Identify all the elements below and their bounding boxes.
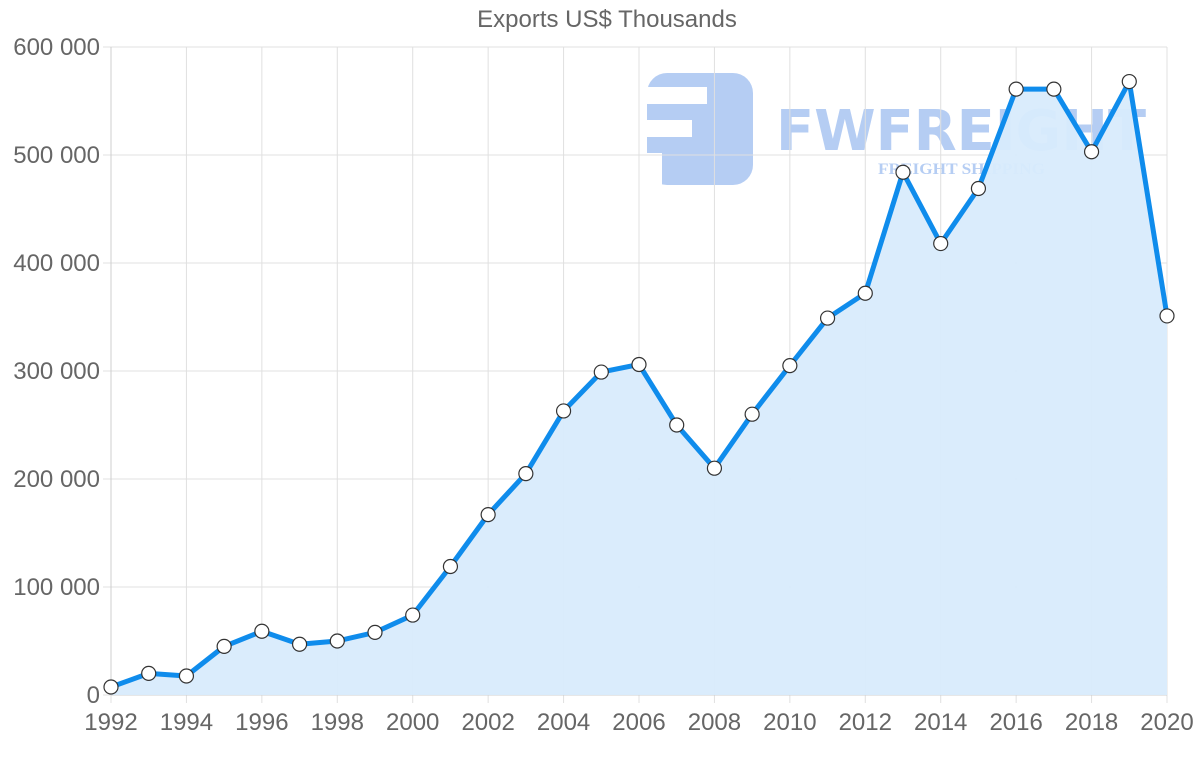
- data-point: [631, 356, 647, 373]
- data-point: [1083, 144, 1100, 160]
- x-tick-label: 2014: [914, 709, 967, 736]
- x-axis: 1992 1994 1996 1998 2000 2002 2004 2006 2008 2010…: [84, 709, 1193, 736]
- y-tick-label: 0: [87, 682, 100, 709]
- fwfreight-logo-icon: [647, 73, 753, 185]
- data-point: [819, 310, 836, 326]
- data-point: [367, 624, 383, 640]
- x-tick-label: 2008: [688, 709, 741, 736]
- y-tick-label: 200 000: [13, 466, 100, 493]
- data-point: [933, 235, 949, 252]
- data-point: [1046, 81, 1062, 97]
- x-tick-label: 2006: [612, 709, 665, 736]
- y-tick-label: 500 000: [13, 142, 100, 169]
- data-point: [555, 403, 572, 419]
- data-point: [141, 665, 157, 682]
- data-point: [782, 358, 798, 374]
- data-point: [518, 466, 534, 482]
- chart-title: Exports US$ Thousands: [477, 6, 737, 33]
- data-point: [744, 406, 760, 422]
- data-point: [442, 558, 459, 575]
- data-points: [103, 73, 1175, 695]
- data-point: [895, 164, 911, 180]
- area-fill: [111, 81, 1167, 696]
- x-tick-label: 2012: [839, 709, 892, 736]
- x-tick-label: 2020: [1140, 709, 1193, 736]
- x-tick-label: 2016: [989, 709, 1042, 736]
- data-point: [103, 679, 119, 695]
- y-tick-label: 100 000: [13, 574, 100, 601]
- x-tick-label: 2002: [461, 709, 514, 736]
- data-point: [1159, 308, 1175, 324]
- y-tick-label: 400 000: [13, 250, 100, 277]
- data-point: [593, 364, 609, 380]
- data-point: [669, 417, 685, 433]
- y-tick-label: 300 000: [13, 358, 100, 385]
- data-point: [706, 460, 723, 476]
- data-point: [1008, 81, 1024, 97]
- data-point: [1121, 73, 1137, 90]
- data-point: [329, 633, 345, 649]
- x-tick-label: 2010: [763, 709, 816, 736]
- data-point: [291, 636, 308, 652]
- data-point: [970, 180, 987, 197]
- x-tick-label: 1994: [160, 709, 213, 736]
- data-point: [405, 607, 421, 623]
- data-point: [480, 507, 496, 523]
- data-point: [857, 285, 873, 301]
- data-point: [178, 668, 195, 684]
- x-tick-label: 2018: [1065, 709, 1118, 736]
- x-tick-label: 1992: [84, 709, 137, 736]
- data-point: [216, 638, 232, 655]
- x-tick-label: 2004: [537, 709, 590, 736]
- y-axis: 0 100 000 200 000 300 000 400 000 500 000 600 …: [13, 34, 100, 709]
- area-fill-path: [111, 81, 1167, 696]
- x-tick-label: 1996: [235, 709, 288, 736]
- x-tick-label: 1998: [311, 709, 364, 736]
- data-point: [254, 623, 270, 639]
- y-tick-label: 600 000: [13, 34, 100, 61]
- x-tick-label: 2000: [386, 709, 439, 736]
